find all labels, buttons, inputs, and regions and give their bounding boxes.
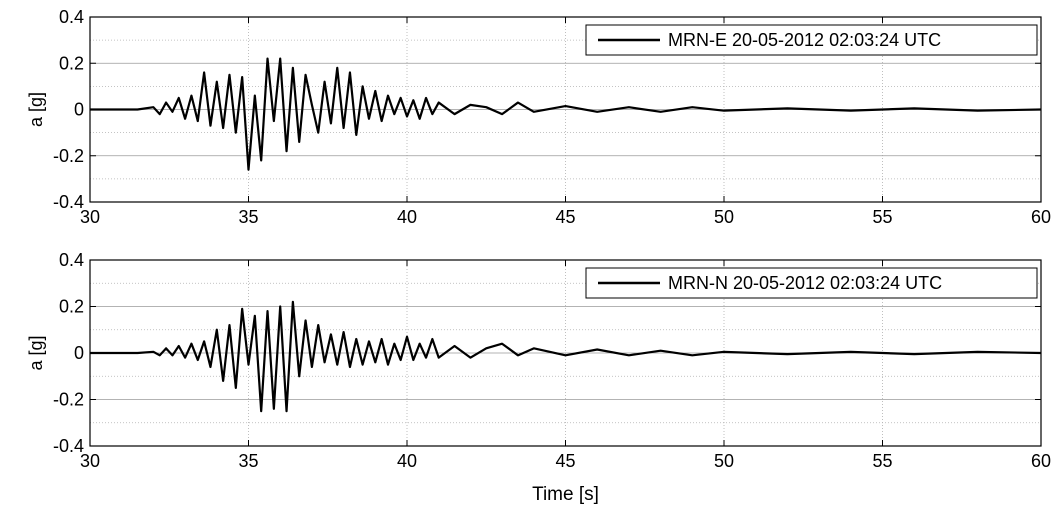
x-tick-label: 40: [397, 207, 417, 227]
x-axis-label: Time [s]: [532, 484, 599, 505]
x-tick-label: 55: [872, 207, 892, 227]
x-tick-label: 35: [238, 451, 258, 471]
y-tick-label: 0.2: [59, 297, 84, 317]
series-line-1: [90, 300, 1042, 413]
x-tick-label: 55: [872, 451, 892, 471]
x-tick-label: 50: [714, 451, 734, 471]
y-tick-label: 0.2: [59, 53, 84, 73]
y-tick-label: -0.4: [53, 192, 84, 212]
x-tick-label: 45: [555, 207, 575, 227]
x-tick-label: 60: [1031, 207, 1051, 227]
legend: MRN-E 20-05-2012 02:03:24 UTC: [585, 24, 1038, 56]
y-tick-label: -0.2: [53, 146, 84, 166]
y-tick-label: 0: [74, 100, 84, 120]
y-tick-label: 0.4: [59, 7, 84, 27]
legend-label: MRN-E 20-05-2012 02:03:24 UTC: [668, 30, 941, 50]
series-line-1: [90, 57, 1042, 171]
legend-box: [585, 267, 1038, 299]
y-axis-label: a [g]: [26, 92, 46, 127]
plot-panel-1: 30 35 40 45 50 55 60 0.4 0.2 0 -0.2 -0.4 a [g] MRN-E …: [26, 7, 1051, 227]
x-tick-label: 40: [397, 451, 417, 471]
y-axis-label: a [g]: [26, 335, 46, 370]
x-tick-label: 60: [1031, 451, 1051, 471]
y-tick-label: 0.4: [59, 250, 84, 270]
legend-label: MRN-N 20-05-2012 02:03:24 UTC: [668, 273, 942, 293]
plot-panel-2: 30 35 40 45 50 55 60 0.4 0.2 0 -0.2 -0.4 a [g] MRN-N …: [26, 250, 1051, 471]
y-tick-label: -0.4: [53, 436, 84, 456]
y-tick-label: -0.2: [53, 390, 84, 410]
legend: MRN-N 20-05-2012 02:03:24 UTC: [585, 267, 1038, 299]
legend-box: [585, 24, 1038, 56]
x-tick-label: 45: [555, 451, 575, 471]
y-tick-label: 0: [74, 343, 84, 363]
x-tick-label: 35: [238, 207, 258, 227]
x-tick-label: 30: [80, 451, 100, 471]
x-tick-label: 50: [714, 207, 734, 227]
x-tick-label: 30: [80, 207, 100, 227]
